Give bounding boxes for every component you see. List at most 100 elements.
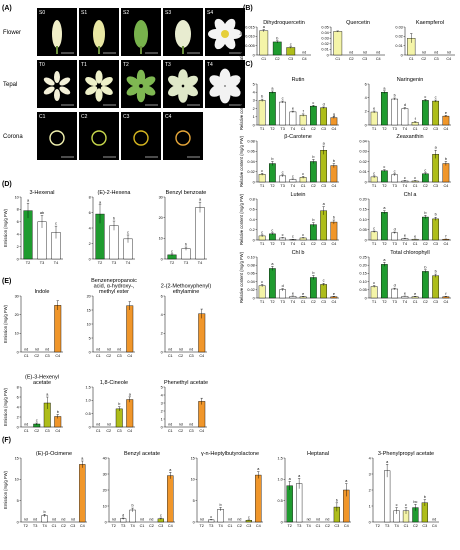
significance-letter: b <box>132 504 134 508</box>
y-tick-label: 0 <box>281 520 283 524</box>
significance-letter: c <box>405 503 407 507</box>
y-axis-label: Emission (mg/g FW) <box>3 304 8 343</box>
significance-letter: c <box>373 226 375 230</box>
significance-letter: e <box>414 292 416 296</box>
significance-letter: c <box>373 281 375 285</box>
y-tick-label: 15 <box>87 308 91 312</box>
y-tick-label: 0 <box>401 53 403 57</box>
y-tick-label: 5 <box>253 82 255 86</box>
bar-t1 <box>258 285 266 299</box>
x-tick-label: C3 <box>45 429 50 433</box>
x-tick-label: T2 <box>375 524 379 528</box>
x-tick-label: T3 <box>184 261 188 265</box>
x-tick-label: C4 <box>432 524 437 528</box>
nd-label: nd <box>179 423 183 427</box>
x-tick-label: C1 <box>228 524 233 528</box>
significance-letter: b <box>220 503 222 507</box>
x-tick-label: T3 <box>392 184 396 188</box>
significance-letter: a <box>386 460 389 464</box>
chart-b2: Quercetin 00.01 0.020.03 0.04 0.05 C1 nd C2 nd C3… <box>321 20 385 61</box>
chart-title: Heptanal <box>307 451 329 457</box>
significance-letter: c <box>404 176 406 180</box>
x-tick-label: T1 <box>372 300 376 304</box>
y-tick-label: 4 <box>17 405 19 409</box>
x-tick-label: C1 <box>261 57 266 61</box>
y-tick-label: 0.10 <box>359 280 366 284</box>
significance-letter: e <box>292 291 294 295</box>
nd-label: nd <box>349 51 353 55</box>
x-tick-label: C1 <box>52 524 57 528</box>
bar-c1 <box>299 114 307 126</box>
significance-letter: c <box>171 249 173 253</box>
significance-letter: bc <box>413 500 417 504</box>
x-tick-label: C3 <box>433 184 438 188</box>
chart-c1: Rutin 0 1 2 3 4 5 Relative content (mg/g FW) b T1… <box>239 77 339 131</box>
nd-label: nd <box>363 51 367 55</box>
bar-t3 <box>391 174 399 183</box>
chart-title: Dihydroquercetin <box>263 20 305 26</box>
significance-letter: f <box>415 117 417 121</box>
significance-letter: a <box>169 468 172 472</box>
y-axis-label: Relative content (mg/g FW) <box>239 251 244 303</box>
significance-letter: b <box>44 510 46 514</box>
nd-label: nd <box>168 348 172 352</box>
x-tick-label: C1 <box>96 429 101 433</box>
y-tick-label: 15 <box>15 456 19 460</box>
significance-letter: c <box>292 235 294 239</box>
y-tick-label: 0.05 <box>321 25 328 29</box>
significance-letter: e <box>445 111 447 115</box>
chart-title: Phenethyl acetate <box>164 380 208 386</box>
y-tick-label: 0.02 <box>359 160 366 164</box>
significance-letter: c <box>282 170 284 174</box>
y-tick-label: 0.02 <box>247 288 254 292</box>
significance-letter: g <box>333 112 335 116</box>
chart-title: Benzyl acetate <box>124 451 160 457</box>
x-tick-label: T3 <box>40 261 44 265</box>
x-tick-label: T1 <box>372 242 376 246</box>
significance-letter: e <box>404 292 406 296</box>
nd-label: nd <box>376 51 380 55</box>
bar-t1 <box>370 286 378 299</box>
significance-letter: a <box>298 474 301 478</box>
photo-cell-t2: T2 <box>121 60 161 108</box>
nd-label: nd <box>24 348 28 352</box>
significance-letter: b <box>118 402 120 406</box>
chart-title: acetate <box>33 380 51 386</box>
photo-row-label-corona: Corona <box>3 134 23 140</box>
x-tick-label: C1 <box>404 524 409 528</box>
y-tick-label: 0.03 <box>321 37 328 41</box>
y-tick-label: 10 <box>15 195 19 199</box>
photo-cell-s2: S2 <box>121 8 161 56</box>
y-tick-label: 0 <box>161 350 163 354</box>
significance-letter: c <box>424 168 426 172</box>
significance-letter: c <box>55 222 57 226</box>
bar-c2 <box>309 105 317 126</box>
photo-row-label-tepal: Tepal <box>3 82 17 88</box>
significance-letter: d <box>404 103 406 107</box>
y-tick-label: 6 <box>365 82 367 86</box>
nd-label: nd <box>140 518 144 522</box>
photo-row-label-flower: Flower <box>3 30 21 36</box>
x-tick-label: C2 <box>421 57 426 61</box>
svg-text:S4: S4 <box>207 10 213 16</box>
bar-t2 <box>268 91 276 126</box>
photo-cell-t1: T1 <box>79 60 119 108</box>
y-tick-label: 30 <box>15 294 19 298</box>
y-axis-label: Relative content (mg/g FW) <box>239 15 244 67</box>
x-tick-label: T2 <box>270 242 274 246</box>
y-tick-label: 10 <box>191 478 195 482</box>
chart-title: Naringenin <box>397 77 424 83</box>
y-axis-label: Relative content (mg/g FW) <box>239 135 244 187</box>
bar-c4 <box>442 163 450 183</box>
y-tick-label: 1 <box>369 504 371 508</box>
y-axis-label: Emission (mg/g FW) <box>3 470 8 509</box>
significance-letter: a <box>383 86 386 90</box>
x-tick-label: C3 <box>117 429 122 433</box>
bar-c4 <box>330 221 338 241</box>
significance-letter: c <box>36 419 38 423</box>
bar-c2 <box>421 216 429 241</box>
bar-c3 <box>432 100 440 126</box>
chart-title: Lutein <box>291 192 306 198</box>
nd-label: nd <box>107 348 111 352</box>
